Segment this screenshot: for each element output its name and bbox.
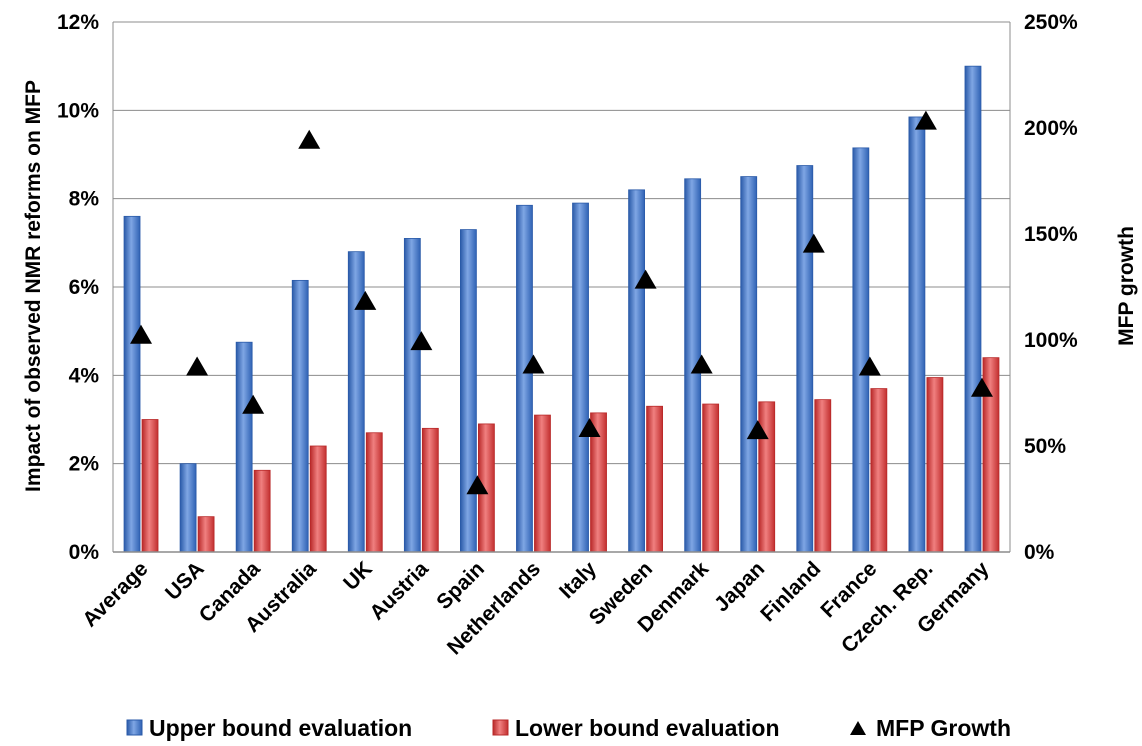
y2-tick-label: 200%: [1024, 117, 1078, 140]
mfp-marker: [634, 269, 657, 289]
bar-upper: [516, 204, 533, 553]
y2-tick-label: 250%: [1024, 11, 1078, 34]
bar-lower: [646, 405, 663, 553]
right-axis-ticks: 0% 50% 100% 150% 200% 250%: [1024, 11, 1078, 564]
x-tick-label: Average: [78, 557, 152, 631]
axes: [112, 22, 1011, 553]
bar-lower: [814, 399, 832, 553]
bar-upper: [852, 147, 870, 553]
bar-upper: [628, 189, 645, 553]
x-tick-label: USA: [161, 557, 209, 605]
bar-lower: [365, 432, 383, 553]
mfp-marker: [522, 354, 545, 374]
y2-axis-title: MFP growth: [1115, 226, 1138, 346]
left-axis-ticks: 0% 2% 4% 6% 8% 10% 12%: [57, 11, 99, 564]
legend-label-upper: Upper bound evaluation: [149, 715, 412, 741]
bar-upper: [964, 65, 982, 553]
bars: [123, 65, 1000, 553]
legend-label-lower: Lower bound evaluation: [515, 715, 780, 741]
legend-swatch-mfp: [850, 721, 866, 735]
x-tick-label: Austria: [365, 557, 433, 625]
bar-lower: [870, 388, 888, 553]
x-tick-label: Finland: [756, 557, 825, 626]
x-tick-label: UK: [339, 557, 377, 595]
mfp-marker: [914, 110, 937, 130]
y-tick-label: 4%: [69, 364, 100, 387]
y-tick-label: 0%: [69, 541, 100, 564]
legend-swatch-upper: [126, 719, 143, 736]
mfp-marker: [242, 394, 265, 414]
bar-upper: [572, 202, 589, 553]
mfp-markers: [130, 110, 993, 495]
mfp-marker: [354, 290, 377, 310]
mfp-marker: [298, 129, 321, 149]
bar-upper: [796, 165, 814, 553]
y-axis-title: Impact of observed NMR reforms on MFP: [22, 80, 45, 492]
y2-tick-label: 100%: [1024, 329, 1078, 352]
legend: Upper bound evaluation Lower bound evalu…: [126, 715, 1011, 741]
y-tick-label: 6%: [69, 276, 100, 299]
legend-swatch-lower: [492, 719, 509, 736]
mfp-marker: [466, 475, 489, 495]
mfp-marker: [746, 420, 769, 440]
y2-tick-label: 50%: [1024, 435, 1066, 458]
bar-lower: [758, 401, 776, 553]
y-tick-label: 12%: [57, 11, 99, 34]
mfp-marker: [130, 324, 153, 344]
y-tick-label: 2%: [69, 453, 100, 476]
bar-lower: [197, 516, 215, 553]
mfp-marker: [858, 356, 881, 376]
bar-lower: [926, 377, 944, 553]
mfp-marker: [186, 356, 209, 376]
y2-tick-label: 0%: [1024, 541, 1055, 564]
bar-upper: [460, 229, 477, 553]
bar-lower: [309, 445, 327, 553]
bar-lower: [253, 469, 271, 553]
bar-upper: [291, 279, 309, 553]
y-tick-label: 8%: [69, 188, 100, 211]
y-tick-label: 10%: [57, 99, 99, 122]
y2-tick-label: 150%: [1024, 223, 1078, 246]
bar-lower: [702, 403, 720, 553]
bar-upper: [123, 215, 141, 553]
mfp-marker: [970, 377, 993, 397]
bar-lower: [421, 427, 439, 553]
mfp-marker: [690, 354, 713, 374]
legend-label-mfp: MFP Growth: [876, 715, 1011, 741]
bar-upper: [908, 116, 926, 553]
bar-upper: [403, 238, 421, 553]
mfp-marker: [578, 418, 601, 438]
bar-lower: [141, 419, 159, 553]
mfp-marker: [410, 331, 433, 351]
bar-upper: [740, 176, 758, 553]
bar-upper: [235, 341, 253, 553]
gridlines: [113, 21, 1010, 553]
x-tick-label: Italy: [555, 557, 601, 603]
bar-upper: [179, 463, 197, 553]
bar-lower: [534, 414, 551, 553]
mfp-marker: [802, 233, 825, 253]
